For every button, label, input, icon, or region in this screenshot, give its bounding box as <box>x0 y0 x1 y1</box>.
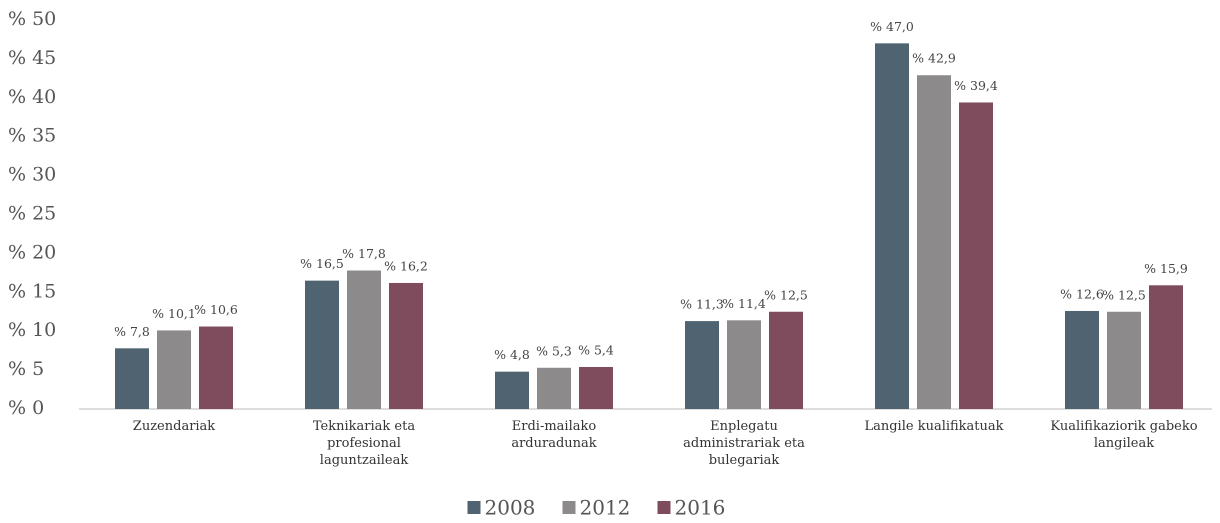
bar <box>727 320 761 409</box>
legend-swatch <box>657 501 671 514</box>
y-tick-label: % 5 <box>8 358 44 380</box>
value-label: % 12,6 <box>1060 286 1104 301</box>
bar <box>875 43 909 410</box>
y-tick-label: % 10 <box>8 319 56 341</box>
bar <box>347 270 381 409</box>
x-tick-label: Kualifikaziorik gabeko langileak <box>1050 419 1198 451</box>
bar <box>199 326 233 409</box>
y-tick-label: % 35 <box>8 125 56 147</box>
y-tick-label: % 20 <box>8 241 56 263</box>
value-label: % 39,4 <box>954 78 998 93</box>
y-tick-label: % 0 <box>8 397 44 419</box>
x-tick-label: Enplegatu administrariak eta bulegariak <box>683 419 805 468</box>
value-label: % 10,1 <box>152 306 196 321</box>
bar <box>1107 311 1141 409</box>
bar <box>305 280 339 409</box>
value-label: % 16,5 <box>300 256 344 271</box>
y-tick-label: % 50 <box>8 8 56 30</box>
bar <box>959 102 993 409</box>
y-tick-label: % 40 <box>8 86 56 108</box>
legend-label: 2012 <box>580 496 631 520</box>
bar <box>495 371 529 409</box>
bar <box>1149 285 1183 409</box>
bar <box>157 330 191 409</box>
value-label: % 7,8 <box>114 324 150 339</box>
x-tick-label: Teknikariak eta profesional laguntzailea… <box>312 419 416 468</box>
value-label: % 42,9 <box>912 51 956 66</box>
bar <box>389 282 423 409</box>
x-tick-label: Erdi-mailako arduradunak <box>511 419 597 451</box>
bar <box>917 75 951 409</box>
value-label: % 47,0 <box>870 19 914 34</box>
y-tick-label: % 45 <box>8 47 56 69</box>
bar <box>537 367 571 409</box>
value-label: % 17,8 <box>342 246 386 261</box>
x-tick-label: Langile kualifikatuak <box>864 419 1004 434</box>
value-label: % 12,5 <box>1102 287 1146 302</box>
bar <box>769 311 803 409</box>
bar <box>1065 310 1099 409</box>
bar <box>115 348 149 409</box>
legend-label: 2008 <box>485 496 536 520</box>
value-label: % 5,3 <box>536 343 572 358</box>
value-label: % 11,4 <box>722 296 766 311</box>
bar <box>579 366 613 409</box>
bar <box>685 321 719 409</box>
value-label: % 5,4 <box>578 342 614 357</box>
value-label: % 12,5 <box>764 287 808 302</box>
x-tick-label: Zuzendariak <box>132 419 216 434</box>
y-tick-label: % 30 <box>8 164 56 186</box>
legend-label: 2016 <box>675 496 726 520</box>
value-label: % 15,9 <box>1144 261 1188 276</box>
y-tick-label: % 25 <box>8 203 56 225</box>
value-label: % 10,6 <box>194 302 238 317</box>
value-label: % 4,8 <box>494 347 530 362</box>
value-label: % 11,3 <box>680 297 724 312</box>
value-label: % 16,2 <box>384 258 428 273</box>
y-tick-label: % 15 <box>8 280 56 302</box>
legend-swatch <box>562 501 576 514</box>
legend-swatch <box>467 501 481 514</box>
